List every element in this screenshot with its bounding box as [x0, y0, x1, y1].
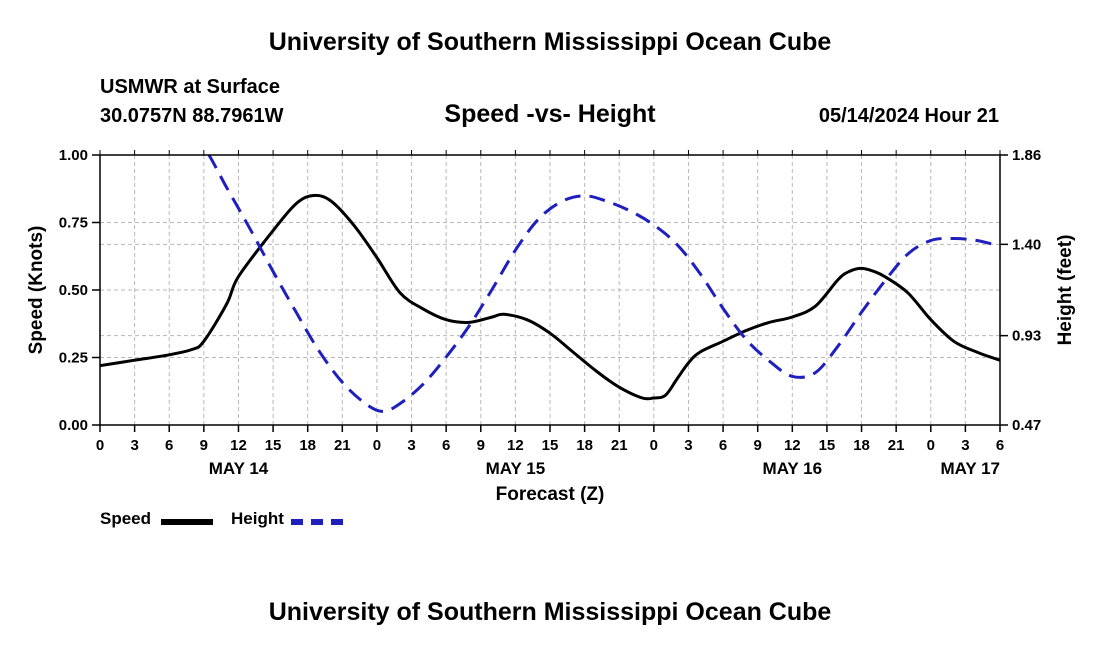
x-tick-label: 18	[853, 437, 870, 454]
y-tick-label-right: 0.47	[1012, 417, 1041, 434]
y-tick-label-right: 0.93	[1012, 328, 1041, 345]
date-label: MAY 17	[940, 459, 1000, 478]
x-tick-label: 0	[373, 437, 381, 454]
x-tick-label: 9	[200, 437, 208, 454]
x-axis-title: Forecast (Z)	[496, 484, 605, 505]
x-tick-label: 21	[611, 437, 628, 454]
footer-title: University of Southern Mississippi Ocean…	[268, 598, 832, 626]
x-tick-label: 3	[130, 437, 138, 454]
x-tick-label: 0	[927, 437, 935, 454]
x-tick-label: 0	[650, 437, 658, 454]
x-tick-label: 9	[477, 437, 485, 454]
date-label: MAY 16	[763, 459, 823, 478]
x-tick-label: 15	[542, 437, 559, 454]
y-tick-label-left: 0.25	[59, 350, 88, 367]
chart-title: Speed -vs- Height	[444, 100, 656, 128]
x-tick-label: 9	[754, 437, 762, 454]
y-tick-label-left: 0.50	[59, 282, 88, 299]
label-layer: 0 3 6 9 12 15 18 21 0 3 6 9 12 15 18 21 0 3 6 9 12 15 18 21 0 3 60…	[26, 147, 1076, 505]
x-tick-label: 21	[888, 437, 905, 454]
date-label: MAY 14	[209, 459, 269, 478]
x-tick-label: 15	[265, 437, 282, 454]
y-tick-label-right: 1.86	[1012, 147, 1041, 164]
x-tick-label: 15	[819, 437, 836, 454]
station-label: USMWR at Surface	[100, 76, 281, 98]
x-tick-label: 6	[719, 437, 727, 454]
x-tick-label: 6	[996, 437, 1004, 454]
series-line-speed	[100, 193, 1000, 401]
x-tick-label: 3	[684, 437, 692, 454]
legend-height-swatch	[291, 519, 343, 525]
x-tick-label: 12	[784, 437, 801, 454]
x-tick-label: 3	[961, 437, 969, 454]
coordinates-label: 30.0757N 88.7961W	[100, 105, 284, 127]
legend-speed-swatch	[161, 519, 213, 525]
x-tick-label: 18	[576, 437, 593, 454]
legend-height-label: Height	[231, 509, 284, 528]
legend-speed-label: Speed	[100, 509, 152, 528]
x-tick-label: 12	[507, 437, 524, 454]
grid-layer	[100, 155, 1000, 425]
y-tick-label-left: 0.00	[59, 417, 88, 434]
x-tick-label: 6	[165, 437, 173, 454]
x-tick-label: 12	[230, 437, 247, 454]
y-tick-label-right: 1.40	[1012, 236, 1041, 253]
tick-layer	[92, 150, 1008, 432]
timestamp-label: 05/14/2024 Hour 21	[818, 105, 999, 127]
main-title: University of Southern Mississippi Ocean…	[268, 28, 832, 56]
x-tick-label: 3	[407, 437, 415, 454]
x-tick-label: 21	[334, 437, 351, 454]
y-axis-title-left: Speed (Knots)	[26, 226, 47, 355]
y-tick-label-left: 0.75	[59, 215, 88, 232]
y-tick-label-left: 1.00	[59, 147, 88, 164]
series-layer	[100, 155, 1000, 413]
y-axis-title-right: Height (feet)	[1055, 235, 1076, 346]
x-tick-label: 0	[96, 437, 104, 454]
date-label: MAY 15	[486, 459, 546, 478]
x-tick-label: 6	[442, 437, 450, 454]
x-tick-label: 18	[299, 437, 316, 454]
